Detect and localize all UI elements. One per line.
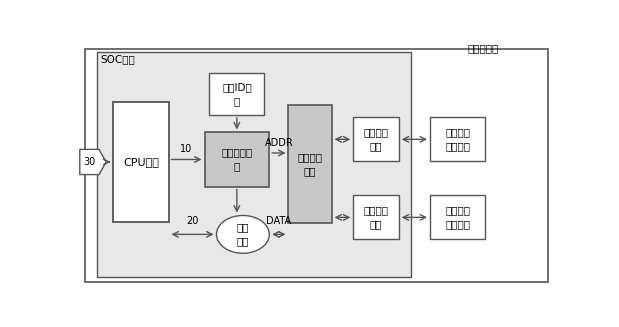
- Polygon shape: [80, 149, 106, 175]
- Text: 处理器芯片: 处理器芯片: [467, 43, 498, 53]
- Bar: [353, 195, 399, 239]
- Text: 非易失性
存储芯片: 非易失性 存储芯片: [445, 205, 470, 229]
- Bar: [430, 195, 485, 239]
- Bar: [113, 102, 168, 222]
- Text: 10: 10: [180, 145, 193, 154]
- Bar: [97, 52, 411, 277]
- Bar: [430, 117, 485, 161]
- Text: 第一接口
模块: 第一接口 模块: [363, 127, 389, 151]
- Text: CPU模块: CPU模块: [123, 157, 159, 167]
- Text: 异或
模块: 异或 模块: [236, 222, 249, 246]
- Bar: [353, 117, 399, 161]
- Text: 加密生成模
块: 加密生成模 块: [221, 147, 253, 171]
- Bar: [288, 105, 332, 223]
- Bar: [204, 132, 269, 186]
- Text: ADDR: ADDR: [264, 138, 293, 148]
- Text: 数据重整
模块: 数据重整 模块: [298, 152, 322, 176]
- Text: DATA: DATA: [266, 215, 292, 226]
- Text: 20: 20: [186, 215, 199, 226]
- Text: 第二接口
模块: 第二接口 模块: [363, 205, 389, 229]
- Text: 非易失性
存储芯片: 非易失性 存储芯片: [445, 127, 470, 151]
- Text: 30: 30: [83, 157, 95, 167]
- Bar: [209, 73, 264, 115]
- Ellipse shape: [217, 215, 269, 253]
- Text: 芯片ID模
块: 芯片ID模 块: [222, 82, 252, 106]
- Text: SOC芯片: SOC芯片: [101, 54, 136, 64]
